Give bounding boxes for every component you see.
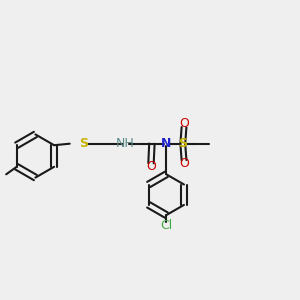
Text: O: O <box>179 157 189 170</box>
Text: O: O <box>146 160 156 173</box>
Text: Cl: Cl <box>160 219 172 232</box>
Text: S: S <box>178 137 187 150</box>
Text: O: O <box>179 117 189 130</box>
Text: N: N <box>161 137 172 150</box>
Text: S: S <box>79 137 88 150</box>
Text: NH: NH <box>116 137 134 150</box>
